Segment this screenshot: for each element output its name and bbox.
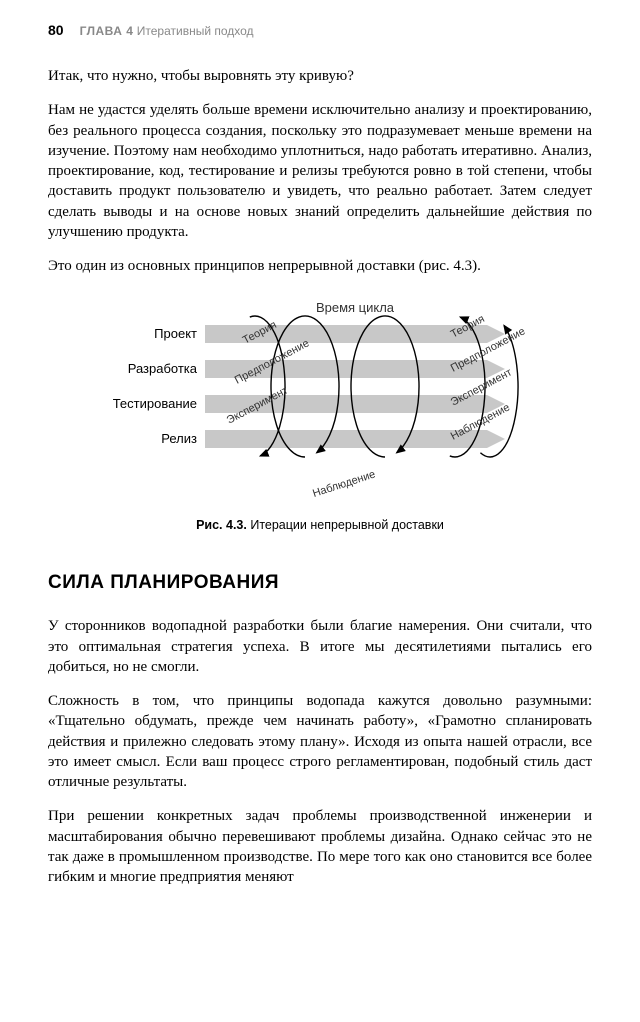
page-number: 80 — [48, 22, 64, 38]
svg-text:Релиз: Релиз — [161, 431, 197, 446]
paragraph-5: Сложность в том, что принципы водопада к… — [48, 691, 592, 792]
paragraph-3: Это один из основных принципов непрерывн… — [48, 256, 592, 276]
paragraph-1: Итак, что нужно, чтобы выровнять эту кри… — [48, 66, 592, 86]
svg-text:Проект: Проект — [154, 326, 197, 341]
chapter-block: ГЛАВА 4 Итеративный подход — [80, 24, 254, 38]
figure-svg: Время цикла Проект Разработка Тестирование Р… — [105, 294, 535, 504]
svg-text:Наблюдение: Наблюдение — [311, 469, 377, 501]
caption-bold: Рис. 4.3. — [196, 518, 247, 532]
page-header: 80 ГЛАВА 4 Итеративный подход — [48, 22, 592, 38]
caption-rest: Итерации непрерывной доставки — [247, 518, 444, 532]
figure-caption: Рис. 4.3. Итерации непрерывной доставки — [48, 518, 592, 532]
svg-text:Время цикла: Время цикла — [316, 300, 395, 315]
chapter-title: Итеративный подход — [137, 24, 254, 38]
svg-text:Тестирование: Тестирование — [113, 396, 197, 411]
figure-4-3: Время цикла Проект Разработка Тестирование Р… — [48, 294, 592, 504]
section-heading: СИЛА ПЛАНИРОВАНИЯ — [48, 572, 592, 594]
chapter-label: ГЛАВА 4 — [80, 24, 134, 38]
svg-text:Разработка: Разработка — [128, 361, 198, 376]
paragraph-4: У сторонников водопадной разработки были… — [48, 616, 592, 677]
paragraph-6: При решении конкретных задач проблемы пр… — [48, 806, 592, 887]
paragraph-2: Нам не удастся уделять больше времени ис… — [48, 100, 592, 242]
page: 80 ГЛАВА 4 Итеративный подход Итак, что … — [0, 0, 640, 887]
